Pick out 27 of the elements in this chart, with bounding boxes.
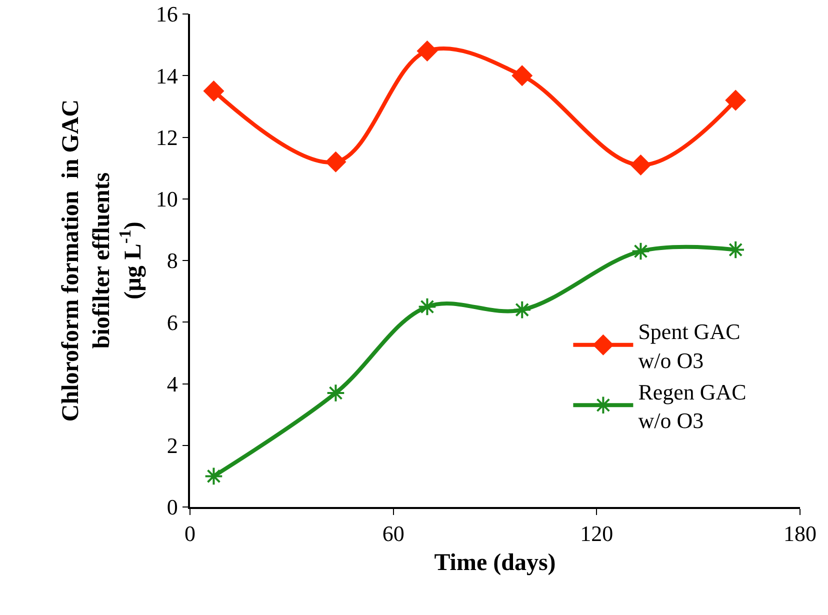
y-tick-label: 2 — [166, 433, 178, 458]
point — [204, 466, 224, 486]
y-tick-label: 6 — [166, 310, 178, 335]
y-tick-label: 4 — [166, 371, 178, 396]
point — [512, 300, 532, 320]
point — [326, 384, 346, 402]
point — [726, 90, 746, 110]
legend-label: Spent GAC w/o O3 — [638, 319, 740, 373]
y-tick-label: 10 — [156, 186, 178, 212]
point — [326, 152, 346, 172]
x-tick-label: 120 — [580, 521, 614, 546]
point — [631, 242, 650, 261]
x-tick-label: 0 — [184, 521, 196, 546]
y-tick-label: 0 — [166, 494, 178, 520]
y-tick-label: 8 — [166, 248, 178, 274]
point — [630, 154, 651, 176]
y-tick-label: 14 — [156, 63, 178, 88]
y-tick-label: 16 — [156, 2, 178, 27]
y-tick-label: 12 — [156, 124, 178, 150]
x-axis-title: Time (days) — [434, 550, 556, 576]
point — [204, 80, 224, 102]
point — [512, 66, 532, 86]
point — [417, 40, 438, 62]
legend-label: Regen GAC w/o O3 — [638, 379, 746, 433]
x-tick-label: 180 — [784, 521, 816, 546]
x-tick-label: 60 — [382, 521, 404, 546]
point — [418, 297, 437, 316]
